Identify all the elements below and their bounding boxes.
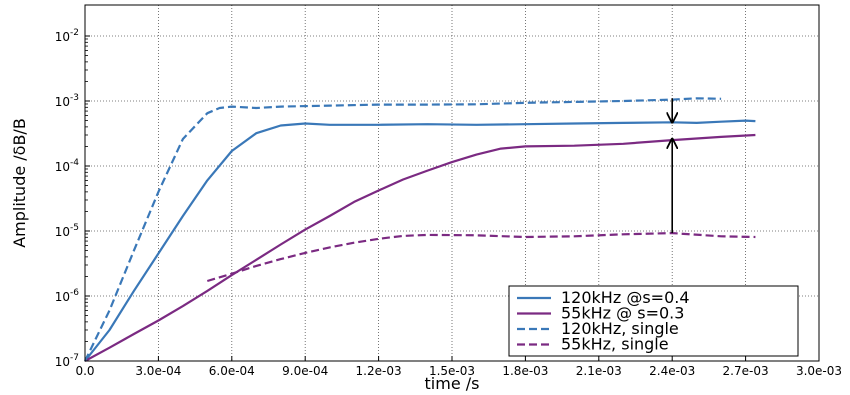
x-tick-label: 3.0e-04 [135,364,181,378]
x-tick-label: 3.0e-03 [796,364,842,378]
y-tick-label: 10-5 [55,223,79,239]
y-tick-label: 10-2 [55,28,79,44]
legend-box [508,285,799,357]
legend-label: 120kHz @s=0.4 [561,288,690,307]
x-tick-label: 2.7e-03 [723,364,769,378]
series-line-4 [206,232,756,283]
x-tick-label: 6.0e-04 [209,364,255,378]
x-axis-label: time /s [425,374,480,393]
y-tick-label: 10-3 [55,93,79,109]
y-axis-label: Amplitude /δB/B [10,118,29,248]
series-line-2 [84,133,756,362]
x-tick-label: 2.1e-03 [576,364,622,378]
x-tick-label: 2.4e-03 [649,364,695,378]
series-line-1 [84,119,756,362]
x-tick-label: 0.0 [75,364,94,378]
x-tick-label: 1.8e-03 [502,364,548,378]
legend-label: 55kHz @ s=0.3 [561,304,684,323]
legend-label: 120kHz, single [561,319,679,338]
legend-label: 55kHz, single [561,335,669,354]
y-tick-label: 10-6 [55,288,80,304]
x-axis: 0.0 3.0e-04 6.0e-04 9.0e-04 1.2e-03 1.5e-03 1.… [75,356,842,378]
x-tick-label: 1.2e-03 [356,364,402,378]
x-tick-label: 9.0e-04 [282,364,328,378]
y-tick-label: 10-4 [55,158,80,174]
x-tick-label: 1.5e-03 [429,364,475,378]
series-line-3 [84,97,722,362]
series-layer [84,97,756,362]
